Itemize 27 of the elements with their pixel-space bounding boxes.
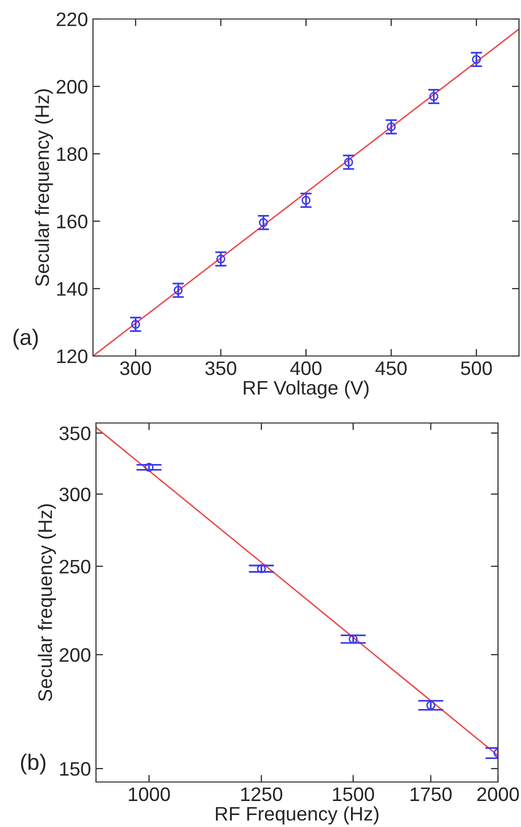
y-axis-title: Secular frequency (Hz) (38, 504, 56, 702)
y-tick-label: 200 (60, 648, 90, 662)
x-tick-label: 2000 (477, 787, 519, 802)
y-tick-label: 200 (56, 80, 88, 94)
x-tick-label: 300 (120, 361, 152, 376)
x-axis-title: RF Frequency (Hz) (216, 806, 378, 824)
y-axis-title: Secular frequency (Hz) (34, 89, 53, 286)
y-tick-label: 300 (59, 488, 90, 502)
y-tick-label: 150 (60, 762, 90, 776)
x-tick-label: 1250 (241, 787, 282, 802)
x-axis-title: RF Voltage (V) (244, 380, 369, 398)
y-tick-label: 160 (57, 214, 88, 228)
x-tick-label: 500 (460, 361, 492, 376)
y-tick-label: 250 (60, 560, 90, 574)
x-tick-label: 400 (290, 361, 322, 376)
x-tick-label: 1750 (410, 787, 452, 802)
x-tick-label: 350 (205, 361, 236, 376)
y-tick-label: 180 (57, 147, 88, 162)
y-tick-label: 120 (57, 349, 88, 364)
x-tick-label: 450 (375, 361, 407, 376)
y-tick-label: 350 (59, 426, 90, 440)
text: (a) (13, 328, 38, 350)
y-tick-label: 220 (56, 12, 88, 26)
y-tick-label: 140 (57, 282, 88, 296)
x-tick-label: 1500 (333, 787, 374, 802)
x-tick-label: 1000 (128, 787, 170, 802)
text: (b) (21, 754, 46, 774)
